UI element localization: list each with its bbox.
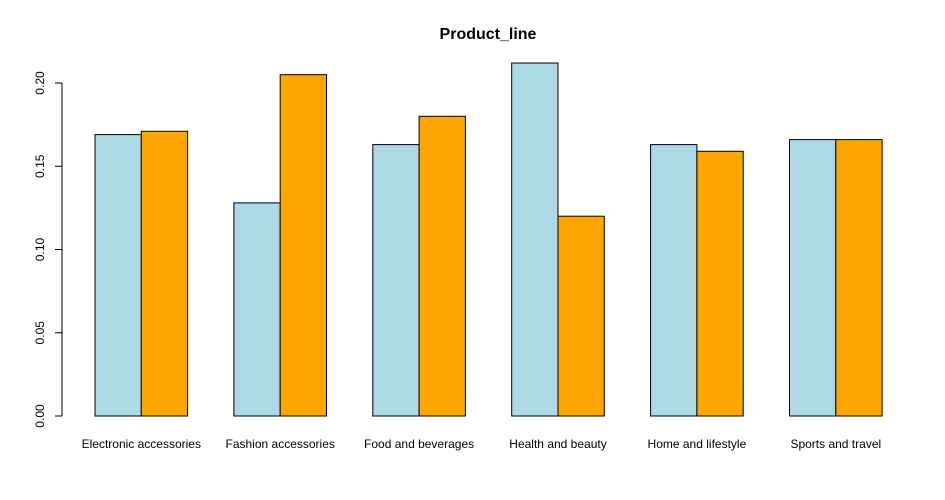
y-tick-label: 0.15 xyxy=(33,154,47,178)
bar xyxy=(835,139,883,417)
x-category-label: Food and beverages xyxy=(364,437,474,451)
y-tick-label: 0.00 xyxy=(33,404,47,428)
bar xyxy=(789,139,837,417)
bar xyxy=(140,130,189,417)
x-category-label: Home and lifestyle xyxy=(648,437,747,451)
y-tick-label: 0.10 xyxy=(33,237,47,261)
bar xyxy=(279,74,328,417)
bar xyxy=(94,134,142,417)
bar xyxy=(557,215,605,417)
y-tick-label: 0.20 xyxy=(33,71,47,95)
x-category-label: Electronic accessories xyxy=(82,437,201,451)
y-axis: 0.00 0.05 0.10 0.15 0.20 xyxy=(33,71,63,428)
x-category-label: Fashion accessories xyxy=(226,437,335,451)
bar xyxy=(696,150,744,417)
bar xyxy=(372,144,420,417)
bars xyxy=(94,62,883,417)
bar xyxy=(233,202,281,417)
bar xyxy=(418,115,466,417)
bar xyxy=(650,144,698,417)
chart-title: Product_line xyxy=(440,26,537,43)
x-axis-labels: Electronic accessories Fashion accessorie… xyxy=(82,437,882,451)
y-tick-label: 0.05 xyxy=(33,321,47,345)
x-category-label: Health and beauty xyxy=(509,437,606,451)
x-category-label: Sports and travel xyxy=(790,437,881,451)
bar xyxy=(511,62,559,417)
